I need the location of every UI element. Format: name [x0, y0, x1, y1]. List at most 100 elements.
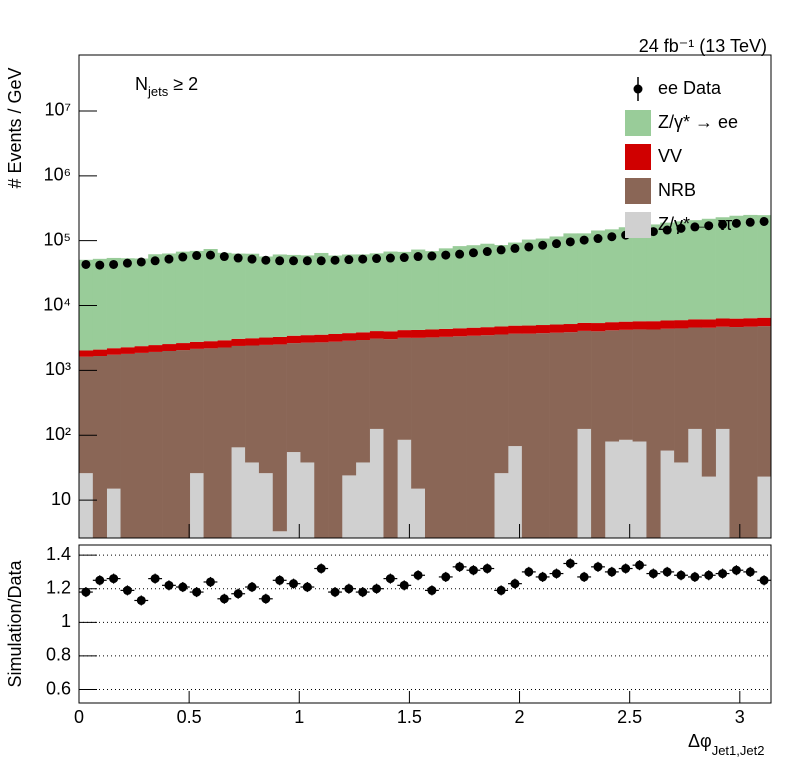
histogram-bar — [341, 475, 357, 538]
legend-label: Z/γ* → ee — [658, 112, 738, 132]
histogram-bar — [189, 250, 204, 342]
histogram-bar — [92, 258, 107, 350]
histogram-bar — [383, 331, 398, 340]
histogram-bar — [272, 336, 287, 345]
histogram-bar — [549, 332, 564, 538]
ratio-point — [358, 587, 368, 597]
histogram-bar — [286, 452, 301, 538]
histogram-bar — [341, 254, 357, 334]
data-point — [316, 256, 326, 266]
histogram-bar — [591, 323, 606, 332]
data-point — [178, 252, 188, 262]
histogram-bar — [660, 320, 675, 329]
y-tick-label: 10 — [51, 489, 71, 509]
data-point — [95, 260, 105, 270]
histogram-bar — [203, 341, 218, 349]
data-point — [164, 254, 174, 264]
legend-label: Z/γ* → ττ — [658, 214, 732, 234]
data-point — [136, 257, 146, 267]
histogram-bar — [618, 329, 633, 440]
histogram-bar — [646, 224, 661, 322]
histogram-bar — [411, 249, 426, 330]
histogram-bar — [328, 255, 343, 334]
histogram-bar — [258, 337, 274, 345]
histogram-bar — [245, 338, 260, 346]
ratio-point — [233, 589, 243, 599]
histogram-bar — [258, 473, 274, 538]
histogram-bar — [646, 329, 661, 538]
histogram-bar — [189, 341, 204, 349]
histogram-bar — [411, 337, 426, 489]
data-point — [648, 227, 658, 237]
histogram-bar — [660, 450, 675, 538]
data-point — [441, 250, 451, 260]
ratio-point — [731, 565, 741, 575]
data-point — [496, 245, 506, 255]
data-point — [676, 223, 686, 233]
histogram-bar — [92, 349, 107, 357]
y-axis-label: # Events / GeV — [5, 67, 25, 188]
histogram-bar — [369, 253, 384, 332]
legend-swatch — [625, 144, 651, 170]
histogram-bar — [328, 333, 343, 342]
histogram-bar — [231, 447, 246, 538]
histogram-bar — [134, 258, 149, 347]
ratio-point — [109, 574, 119, 584]
histogram-bar — [563, 233, 578, 325]
histogram-bar — [217, 252, 232, 341]
data-point — [122, 258, 132, 268]
histogram-bar — [604, 229, 620, 323]
ratio-point — [219, 594, 229, 604]
data-point — [150, 256, 160, 266]
histogram-bar — [148, 345, 163, 352]
histogram-bar — [729, 215, 744, 319]
histogram-bar — [92, 356, 107, 538]
histogram-bar — [120, 258, 135, 348]
histogram-bar — [549, 324, 564, 333]
x-tick-label: 3 — [735, 707, 745, 727]
data-point — [455, 249, 465, 259]
histogram-bar — [286, 335, 301, 344]
histogram-bar — [535, 333, 550, 538]
ratio-point — [635, 560, 645, 570]
histogram-bar — [452, 328, 467, 337]
histogram-bar — [604, 330, 620, 442]
histogram-bar — [79, 350, 94, 357]
legend-swatch — [625, 212, 651, 238]
histogram-bar — [134, 352, 149, 538]
ratio-point — [330, 587, 340, 597]
histogram-bar — [189, 348, 204, 474]
data-point — [662, 225, 672, 235]
histogram-bar — [245, 253, 260, 339]
data-point — [731, 218, 741, 228]
ratio-y-axis-label: Simulation/Data — [5, 559, 25, 687]
ratio-point — [372, 584, 382, 594]
ratio-point — [607, 567, 617, 577]
histogram-bar — [660, 328, 675, 451]
histogram-bar — [272, 344, 287, 532]
data-point — [551, 239, 561, 249]
histogram-bar — [397, 439, 412, 538]
ratio-point — [676, 570, 686, 580]
ratio-point — [690, 572, 700, 582]
histogram-bar — [494, 473, 509, 538]
histogram-bar — [660, 222, 675, 321]
histogram-bar — [549, 236, 564, 325]
histogram-bar — [189, 473, 204, 538]
ratio-point — [81, 587, 91, 597]
histogram-bar — [466, 245, 481, 328]
histogram-bar — [743, 214, 758, 319]
data-point — [413, 252, 423, 262]
histogram-bar — [162, 344, 177, 351]
histogram-bar — [521, 325, 537, 334]
histogram-bar — [494, 334, 509, 474]
histogram-bar — [355, 340, 370, 463]
ratio-point — [718, 569, 728, 579]
y-tick-label: 10⁴ — [43, 294, 71, 314]
ratio-point — [247, 582, 257, 592]
x-tick-label: 0.5 — [177, 707, 202, 727]
data-point — [538, 240, 548, 250]
histogram-bar — [231, 345, 246, 448]
histogram-bar — [134, 346, 149, 353]
